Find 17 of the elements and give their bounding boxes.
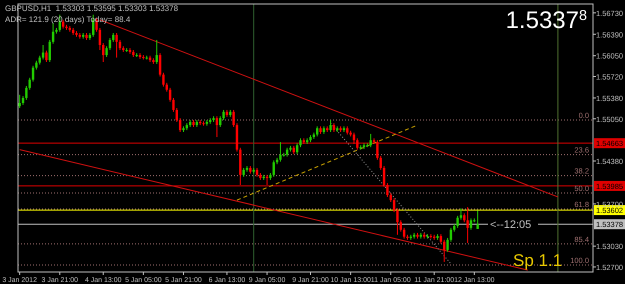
candlestick bbox=[279, 142, 282, 162]
annotation: 1.5337$^{8}$ bbox=[506, 7, 587, 34]
candlestick bbox=[216, 116, 218, 138]
candlestick bbox=[466, 206, 469, 244]
candlestick bbox=[272, 160, 275, 178]
candlestick bbox=[45, 50, 48, 63]
candlestick bbox=[115, 32, 118, 58]
candlestick bbox=[42, 44, 44, 60]
candlestick bbox=[369, 133, 372, 148]
candlestick bbox=[316, 126, 318, 137]
candlestick bbox=[18, 94, 21, 109]
candlestick bbox=[476, 210, 479, 230]
annotation: Sp 1.1 bbox=[513, 251, 562, 270]
candlestick bbox=[156, 39, 158, 64]
annotation: <--12:05 bbox=[490, 219, 532, 232]
candlestick bbox=[329, 120, 332, 133]
candlestick bbox=[296, 142, 298, 155]
